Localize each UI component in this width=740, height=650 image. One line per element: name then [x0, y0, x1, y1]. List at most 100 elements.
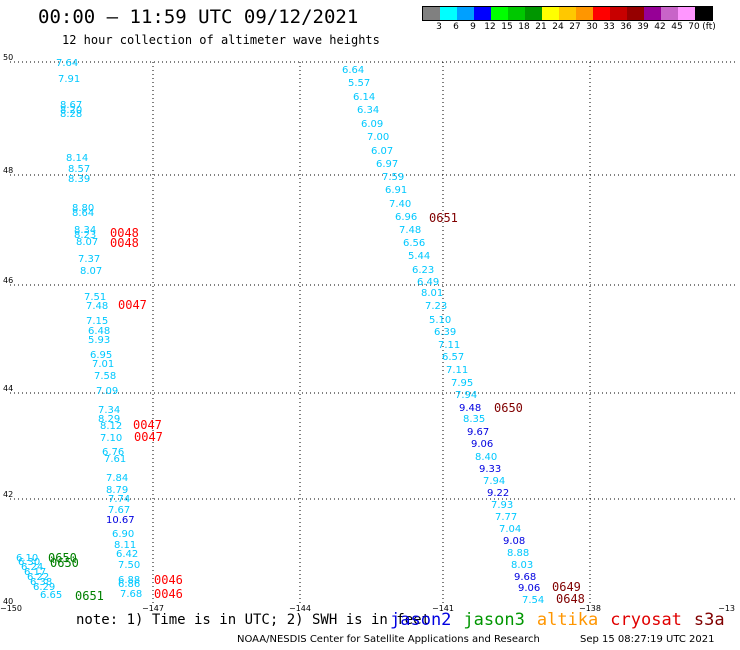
legend-swatch	[508, 7, 525, 20]
lat-lon-grid	[10, 61, 735, 606]
wave-height-value: 8.40	[475, 452, 497, 463]
wave-height-value: 9.33	[479, 464, 501, 475]
wave-height-value: 5.10	[429, 315, 451, 326]
legend-label: 45	[671, 22, 683, 32]
wave-height-value: 6.76	[102, 447, 124, 458]
wave-height-value: 6.34	[357, 105, 379, 116]
wave-height-value: 7.58	[94, 371, 116, 382]
wave-height-value: 6.64	[342, 65, 364, 76]
wave-height-value: 7.95	[451, 378, 473, 389]
wave-height-value: 6.48	[88, 326, 110, 337]
wave-height-value: 7.00	[367, 132, 389, 143]
wave-height-value: 6.57	[442, 352, 464, 363]
wave-height-value: 9.67	[467, 427, 489, 438]
wave-height-value: 6.24	[21, 562, 43, 573]
wave-height-value: 8.03	[511, 560, 533, 571]
pass-time-label: 0047	[134, 430, 163, 444]
wave-height-value: 7.51	[84, 292, 106, 303]
legend-swatch	[610, 7, 627, 20]
wave-height-value: 8.23	[74, 230, 96, 241]
wave-height-value: 8.11	[114, 540, 136, 551]
legend-label: 27	[569, 22, 581, 32]
wave-height-value: 6.10	[16, 553, 38, 564]
wave-height-value: 6.90	[112, 529, 134, 540]
lon-tick-label: −13	[718, 604, 735, 613]
wave-height-value: 6.23	[412, 265, 434, 276]
wave-height-value: 7.48	[399, 225, 421, 236]
wave-height-value: 6.09	[361, 119, 383, 130]
lon-tick-label: −150	[0, 604, 22, 613]
pass-time-layer: 0048004800470047004700460046065106500649…	[48, 211, 585, 606]
map-subtitle: 12 hour collection of altimeter wave hei…	[62, 33, 380, 47]
wave-height-value: 8.79	[106, 485, 128, 496]
legend-label: 18	[518, 22, 530, 32]
axis-labels: 50 48 46 44 42 40−150 −147 −144 −141 −138 −13	[0, 53, 735, 613]
legend-label: 9	[470, 22, 476, 32]
wave-height-value: 6.88	[118, 575, 140, 586]
wave-height-value: 8.39	[68, 174, 90, 185]
lon-tick-label: −144	[289, 604, 311, 613]
legend-label: 21	[535, 22, 547, 32]
wave-height-value: 9.06	[471, 439, 493, 450]
wave-height-value: 6.38	[30, 577, 52, 588]
wave-height-value: 6.65	[40, 590, 62, 601]
wave-height-value: 7.84	[106, 473, 128, 484]
wave-height-value: 6.91	[385, 185, 407, 196]
units-note: note: 1) Time is in UTC; 2) SWH is in fe…	[76, 612, 431, 628]
satellite-legend: jason2 jason3 altika cryosat s3a	[390, 610, 725, 630]
wave-height-value: 7.37	[78, 254, 100, 265]
legend-label: 6	[453, 22, 459, 32]
wave-height-value: 6.29	[33, 582, 55, 593]
lon-tick-label: −141	[432, 604, 454, 613]
pass-time-label: 0650	[50, 556, 79, 570]
wave-height-value: 7.68	[120, 589, 142, 600]
pass-time-label: 0047	[133, 418, 162, 432]
satellite-legend-item: jason2	[390, 610, 452, 630]
wave-height-value: 8.01	[421, 288, 443, 299]
legend-label: 70	[688, 22, 700, 32]
wave-height-value: 6.22	[27, 572, 49, 583]
satellite-legend-item: jason3	[463, 610, 525, 630]
wave-height-value: 6.56	[403, 238, 425, 249]
wave-height-value: 6.07	[371, 146, 393, 157]
wave-height-value: 7.11	[446, 365, 468, 376]
legend-label: 42	[654, 22, 666, 32]
legend-label: 24	[552, 22, 564, 32]
lon-tick-label: −138	[579, 604, 601, 613]
wave-height-value: 6.96	[395, 212, 417, 223]
wave-height-value: 7.61	[104, 454, 126, 465]
wave-height-value: 8.64	[72, 208, 94, 219]
legend-label: (ft)	[702, 22, 716, 32]
pass-time-label: 0651	[75, 589, 104, 603]
wave-height-value: 8.34	[74, 225, 96, 236]
wave-height-value: 6.30	[18, 557, 40, 568]
wave-height-value: 7.91	[58, 74, 80, 85]
legend-swatch	[661, 7, 678, 20]
wave-height-value: 7.09	[96, 386, 118, 397]
wave-height-value: 7.54	[522, 595, 544, 606]
lat-tick-label: 40	[3, 597, 13, 606]
satellite-legend-item: cryosat	[610, 610, 682, 630]
pass-time-label: 0046	[154, 573, 183, 587]
wave-height-value: 7.40	[389, 199, 411, 210]
wave-height-value: 8.88	[507, 548, 529, 559]
wave-height-value: 8.80	[72, 203, 94, 214]
legend-swatch	[423, 7, 440, 20]
satellite-legend-item: altika	[536, 610, 599, 630]
wave-height-value: 8.07	[80, 266, 102, 277]
legend-swatch	[593, 7, 610, 20]
legend-swatch	[440, 7, 457, 20]
wave-height-value: 5.44	[408, 251, 430, 262]
legend-swatch	[576, 7, 593, 20]
wave-height-value: 6.14	[353, 92, 375, 103]
wave-height-value: 9.06	[518, 583, 540, 594]
wave-height-value: 7.64	[56, 58, 78, 69]
wave-height-value: 6.17	[24, 567, 46, 578]
legend-swatch	[695, 7, 712, 20]
wave-height-value: 7.11	[438, 340, 460, 351]
legend-label: 3	[436, 22, 442, 32]
wave-height-value: 7.10	[100, 433, 122, 444]
wave-height-value: 5.93	[88, 335, 110, 346]
wave-height-value: 8.28	[60, 109, 82, 120]
wave-height-value: 7.01	[92, 359, 114, 370]
